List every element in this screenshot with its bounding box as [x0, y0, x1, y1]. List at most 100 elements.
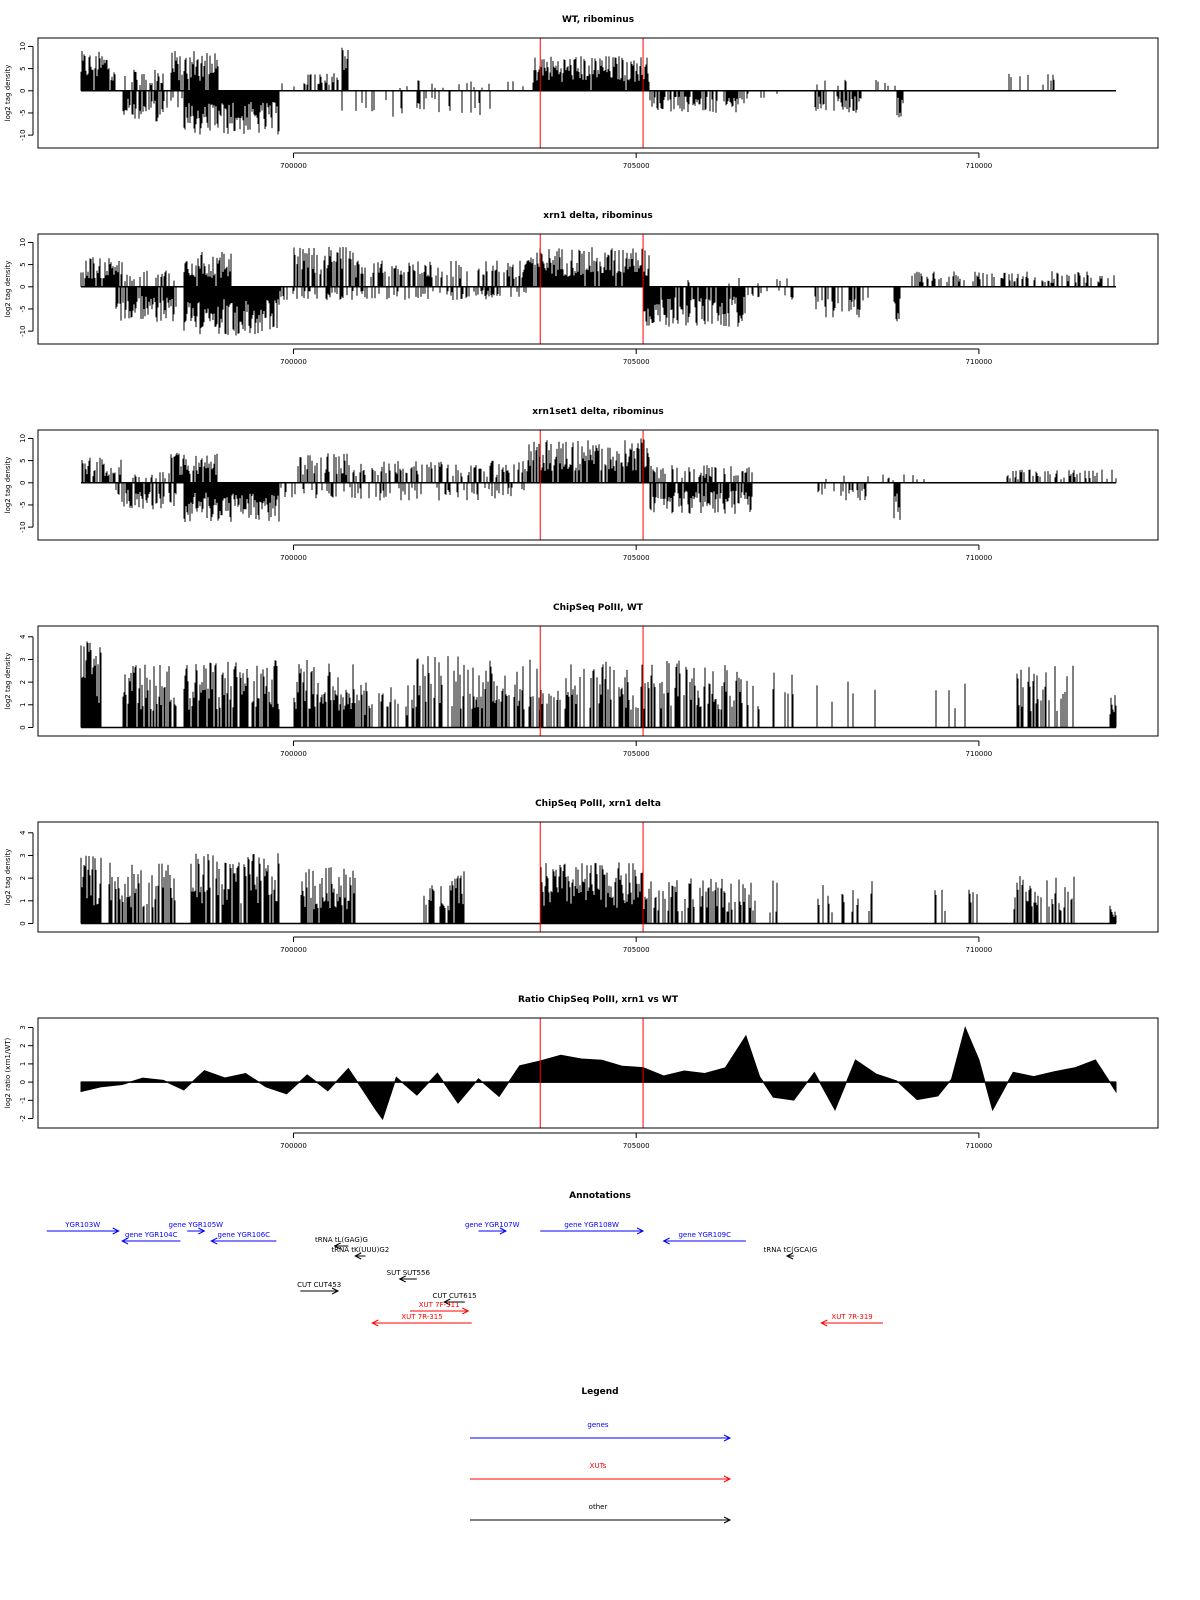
- arrow-head: [333, 1242, 341, 1250]
- panel-title: Ratio ChipSeq PolII, xrn1 vs WT: [518, 995, 679, 1005]
- x-tick-label: 705000: [623, 554, 650, 562]
- y-tick-label: -2: [19, 1115, 27, 1122]
- y-axis-label: log2 tag density: [4, 261, 12, 318]
- annotation-label: CUT CUT453: [297, 1281, 341, 1289]
- annotation-label: tRNA tC(GCA)G: [764, 1246, 817, 1254]
- panel-frame: [37, 1017, 1159, 1129]
- legend-label: other: [589, 1503, 608, 1511]
- legend-label: genes: [587, 1421, 608, 1429]
- x-tick-label: 700000: [280, 750, 307, 758]
- annotation-gene: gene YGR105W: [169, 1221, 224, 1235]
- x-tick-label: 700000: [280, 1142, 307, 1150]
- annotation-label: gene YGR109C: [678, 1231, 731, 1239]
- arrow-head: [723, 1434, 732, 1442]
- y-tick-label: 3: [19, 1025, 27, 1029]
- annotation-other: tRNA tL(GAG)G: [315, 1236, 368, 1250]
- annotation-gene: gene YGR107W: [465, 1221, 520, 1235]
- annotation-label: CUT CUT615: [432, 1292, 476, 1300]
- arrow-head: [820, 1319, 828, 1327]
- x-tick-label: 710000: [966, 946, 993, 954]
- x-tick-label: 705000: [623, 162, 650, 170]
- legend-item-xut: XUTs: [470, 1462, 732, 1483]
- y-axis-label: log2 tag density: [4, 457, 12, 514]
- annotation-other: CUT CUT615: [432, 1292, 477, 1306]
- annotation-xut: XUT 7R-319: [820, 1313, 883, 1327]
- annotation-label: YGR103W: [64, 1221, 100, 1229]
- annotation-label: XUT 7F-311: [419, 1301, 460, 1309]
- x-tick-label: 710000: [966, 358, 993, 366]
- y-tick-label: 5: [19, 458, 27, 462]
- panel-2: xrn1 delta, ribominus log2 tag density 10 5…: [4, 211, 1159, 366]
- annotation-label: XUT 7R-319: [831, 1313, 872, 1321]
- panel-1: WT, ribominus log2 tag density 10 5 0 -5 -10 70…: [4, 15, 1159, 170]
- annotation-label: gene YGR107W: [465, 1221, 520, 1229]
- panel-frame: [37, 821, 1159, 933]
- arrow-head: [121, 1237, 129, 1245]
- y-tick-label: 10: [19, 42, 27, 51]
- x-tick-label: 705000: [623, 358, 650, 366]
- arrow-head: [198, 1227, 206, 1235]
- panel-title: ChipSeq PolII, xrn1 delta: [535, 799, 661, 809]
- y-tick-label: 1: [19, 1062, 27, 1066]
- y-tick-label: -5: [19, 501, 27, 508]
- y-tick-label: 0: [19, 1080, 27, 1084]
- data-series: [80, 47, 1116, 135]
- y-tick-label: 3: [19, 853, 27, 857]
- y-tick-label: 10: [19, 434, 27, 443]
- y-tick-label: 0: [19, 89, 27, 93]
- y-tick-label: 2: [19, 876, 27, 880]
- annotation-label: gene YGR106C: [218, 1231, 271, 1239]
- panel-frame: [37, 429, 1159, 541]
- x-tick-label: 700000: [280, 358, 307, 366]
- y-tick-label: 2: [19, 1043, 27, 1047]
- y-tick-label: 10: [19, 238, 27, 247]
- y-tick-label: -10: [19, 129, 27, 140]
- data-bars: [80, 247, 1115, 336]
- y-tick-label: -10: [19, 325, 27, 336]
- data-bars: [80, 47, 1055, 135]
- y-tick-label: -5: [19, 305, 27, 312]
- x-tick-label: 710000: [966, 750, 993, 758]
- x-tick-label: 705000: [623, 946, 650, 954]
- annotation-gene: gene YGR108W: [540, 1221, 645, 1235]
- x-tick-label: 700000: [280, 162, 307, 170]
- y-tick-label: 0: [19, 285, 27, 289]
- data-series: [80, 1026, 1117, 1121]
- y-tick-label: 5: [19, 66, 27, 70]
- panel-frame: [37, 37, 1159, 149]
- annotation-label: gene YGR105W: [169, 1221, 224, 1229]
- annotation-gene: YGR103W: [46, 1221, 120, 1235]
- y-tick-label: 0: [19, 481, 27, 485]
- y-tick-label: 1: [19, 899, 27, 903]
- x-tick-label: 710000: [966, 554, 993, 562]
- annotation-label: gene YGR108W: [564, 1221, 619, 1229]
- y-tick-label: -10: [19, 521, 27, 532]
- annotation-other: tRNA tK(UUU)G2: [331, 1246, 389, 1260]
- x-tick-label: 710000: [966, 1142, 993, 1150]
- y-tick-label: -1: [19, 1097, 27, 1104]
- x-tick-label: 700000: [280, 946, 307, 954]
- y-tick-label: 0: [19, 725, 27, 729]
- arrow-head: [210, 1237, 218, 1245]
- arrow-head: [371, 1319, 379, 1327]
- data-series: [80, 641, 1117, 729]
- annotation-other: SUT SUT556: [387, 1269, 430, 1283]
- annotation-xut: XUT 7F-311: [410, 1301, 470, 1315]
- panel-6: Ratio ChipSeq PolII, xrn1 vs WT log2 rati…: [4, 995, 1159, 1150]
- arrow-head: [636, 1227, 645, 1235]
- y-axis-label: log2 ratio (xrn1/WT): [4, 1037, 12, 1108]
- x-tick-label: 705000: [623, 750, 650, 758]
- panel-title: xrn1set1 delta, ribominus: [532, 407, 663, 417]
- y-axis-label: log2 tag density: [4, 65, 12, 122]
- y-axis-label: log2 tag density: [4, 849, 12, 906]
- arrow-head: [398, 1275, 406, 1283]
- y-tick-label: 0: [19, 921, 27, 925]
- y-tick-label: 1: [19, 703, 27, 707]
- arrow-head: [443, 1298, 451, 1306]
- panel-frame: [37, 233, 1159, 345]
- data-series: [81, 438, 1117, 522]
- y-tick-label: 2: [19, 680, 27, 684]
- legend-label: XUTs: [590, 1462, 607, 1470]
- panel-frame: [37, 625, 1159, 737]
